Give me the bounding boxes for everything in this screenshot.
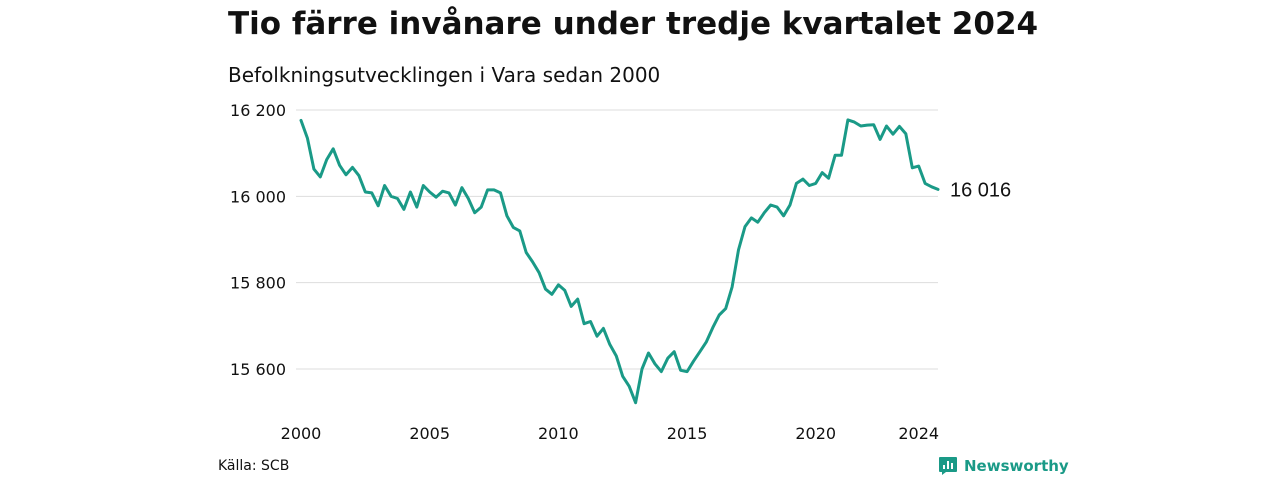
x-tick-label: 2024 (898, 424, 939, 443)
y-axis-ticks: 16 200 16 000 15 800 15 600 (230, 101, 286, 379)
x-tick-label: 2010 (538, 424, 579, 443)
x-tick-label: 2020 (795, 424, 836, 443)
brand-logo[interactable]: Newsworthy (938, 456, 1069, 476)
x-tick-label: 2015 (667, 424, 708, 443)
brand-name: Newsworthy (964, 457, 1069, 475)
gridlines (296, 109, 938, 370)
x-axis-ticks: 2000 2005 2010 2015 2020 2024 (281, 424, 939, 443)
y-tick-label: 16 000 (230, 187, 286, 206)
y-tick-label: 16 200 (230, 101, 286, 120)
x-tick-label: 2000 (281, 424, 322, 443)
y-tick-label: 15 800 (230, 274, 286, 293)
x-tick-label: 2005 (409, 424, 450, 443)
series-group (299, 118, 940, 405)
y-tick-label: 15 600 (230, 360, 286, 379)
end-value-label: 16 016 (950, 179, 1011, 201)
bar-chart-icon (939, 457, 957, 475)
source-note: Källa: SCB (218, 458, 290, 474)
chart-subtitle: Befolkningsutvecklingen i Vara sedan 200… (228, 63, 661, 87)
chart-title: Tio färre invånare under tredje kvartale… (228, 6, 1039, 42)
series-line (299, 118, 940, 405)
